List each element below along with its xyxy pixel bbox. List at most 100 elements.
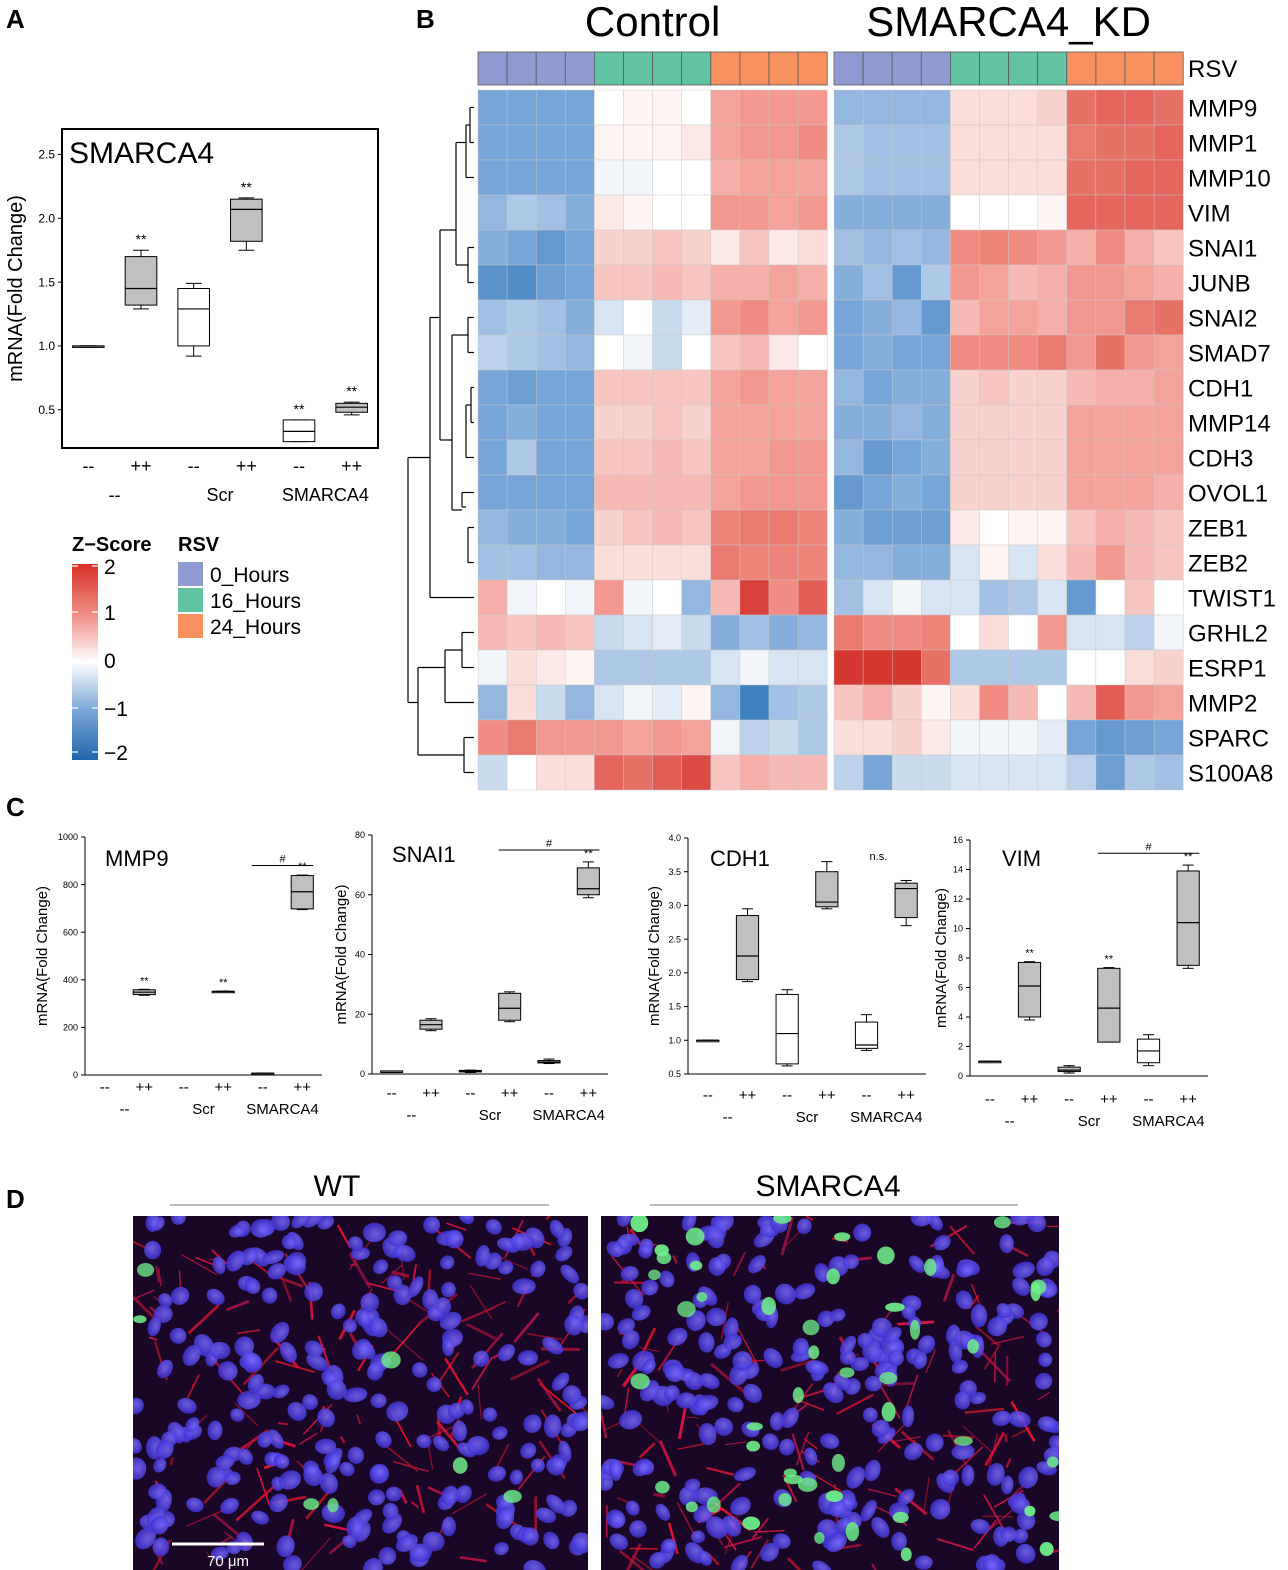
heatmap-cell <box>1153 194 1184 231</box>
heatmap-cell <box>797 299 828 336</box>
rsv-annotation-cell <box>950 51 980 86</box>
cell-nucleus <box>601 1313 614 1331</box>
heatmap-cell <box>1066 334 1097 371</box>
cell-nucleus <box>185 1417 200 1432</box>
heatmap-cell <box>862 404 893 441</box>
bracket-label: # <box>279 854 286 866</box>
heatmap-cell <box>1124 474 1155 511</box>
cell-nucleus <box>147 1316 161 1337</box>
chart-title: SMARCA4 <box>69 137 214 170</box>
y-tick-label: 2.5 <box>668 934 681 944</box>
cell-nucleus <box>286 1251 307 1271</box>
cell-nucleus <box>987 1316 1008 1337</box>
box-0 <box>72 345 105 348</box>
cell-membrane-stain <box>973 1519 997 1549</box>
heatmap-cell <box>1008 124 1038 161</box>
heatmap-cell <box>979 194 1009 231</box>
heatmap-cell <box>565 159 595 196</box>
cell-nucleus <box>664 1362 686 1382</box>
cell-nucleus <box>562 1385 582 1405</box>
rsv-legend-swatch <box>178 562 203 586</box>
heatmap-cell <box>833 159 864 196</box>
heatmap-cell <box>1008 474 1038 511</box>
cell-nucleus <box>276 1535 295 1558</box>
heatmap-cell <box>1095 159 1126 196</box>
cell-nucleus <box>440 1255 455 1270</box>
heatmap-cell <box>892 404 922 441</box>
cell-nucleus <box>466 1436 490 1456</box>
heatmap-cell <box>652 369 682 406</box>
cell-nucleus <box>970 1304 988 1328</box>
vimentin-positive-cell <box>814 1532 825 1544</box>
bracket-label: # <box>1145 841 1152 853</box>
x-tick-label: -- <box>985 1091 995 1108</box>
heatmap-cell <box>833 299 864 336</box>
heatmap-cell <box>862 614 893 651</box>
rsv-annotation-cell <box>891 51 922 86</box>
heatmap-cell <box>768 509 799 546</box>
cell-nucleus <box>326 1379 347 1400</box>
heatmap-cell <box>477 614 508 651</box>
heatmap-cell <box>862 649 893 686</box>
heatmap-cell <box>565 614 595 651</box>
heatmap-dendrogram <box>407 106 474 774</box>
cell-membrane-stain <box>878 1383 901 1420</box>
cell-nucleus <box>493 1541 509 1556</box>
heatmap-cell <box>477 159 508 196</box>
cell-membrane-stain <box>724 1441 747 1446</box>
cell-membrane-stain <box>298 1432 318 1446</box>
heatmap-cell <box>565 229 595 266</box>
vimentin-positive-cell <box>696 1292 708 1302</box>
heatmap-cell <box>565 544 595 581</box>
cell-membrane-stain <box>942 1273 956 1302</box>
heatmap-cell <box>950 404 980 441</box>
heatmap-group-title: Control <box>585 0 720 45</box>
heatmap-cell <box>1153 229 1184 266</box>
heatmap-cell <box>506 369 537 406</box>
cell-nucleus <box>619 1409 643 1430</box>
heatmap-cell <box>797 754 828 791</box>
heatmap-cell <box>710 509 741 546</box>
heatmap-cell <box>1008 754 1038 791</box>
cell-nucleus <box>133 1457 147 1480</box>
box-5 <box>290 874 314 911</box>
heatmap-cell <box>652 579 682 616</box>
heatmap-cell <box>1095 509 1126 546</box>
cell-membrane-stain <box>1046 1225 1059 1228</box>
heatmap-cell <box>1037 439 1067 476</box>
cell-nucleus <box>727 1397 744 1413</box>
cell-nucleus <box>1013 1528 1029 1544</box>
box-3 <box>230 197 263 251</box>
cell-nucleus <box>609 1533 629 1550</box>
box-5 <box>576 861 600 899</box>
x-tick-label: -- <box>100 1079 110 1096</box>
cell-nucleus <box>321 1503 345 1523</box>
heatmap-cell <box>892 719 922 756</box>
heatmap-cell <box>1037 649 1067 686</box>
cell-membrane-stain <box>277 1421 289 1426</box>
y-tick-label: 14 <box>953 865 963 875</box>
heatmap-cell <box>921 544 951 581</box>
heatmap-cell <box>892 439 922 476</box>
cell-nucleus <box>986 1463 1005 1486</box>
x-tick-label: ++ <box>1100 1091 1118 1108</box>
heatmap-gene-label: S100A8 <box>1188 761 1273 788</box>
vimentin-positive-cell <box>1024 1505 1036 1517</box>
y-tick-label: 20 <box>355 1009 365 1019</box>
heatmap-cell <box>536 579 566 616</box>
box-5 <box>1176 864 1200 969</box>
heatmap-cell <box>1153 439 1184 476</box>
heatmap-cell <box>1066 194 1097 231</box>
heatmap-cell <box>797 229 828 266</box>
cell-membrane-stain <box>205 1551 221 1567</box>
cell-nucleus <box>770 1412 785 1431</box>
x-tick-label: ++ <box>739 1087 757 1104</box>
cell-membrane-stain <box>497 1255 528 1270</box>
heatmap-cell <box>652 614 682 651</box>
heatmap-cell <box>921 334 951 371</box>
heatmap-cell <box>950 474 980 511</box>
heatmap-cell <box>506 159 537 196</box>
heatmap-cell <box>768 229 799 266</box>
cell-nucleus <box>732 1351 753 1371</box>
cell-membrane-stain <box>180 1253 218 1276</box>
